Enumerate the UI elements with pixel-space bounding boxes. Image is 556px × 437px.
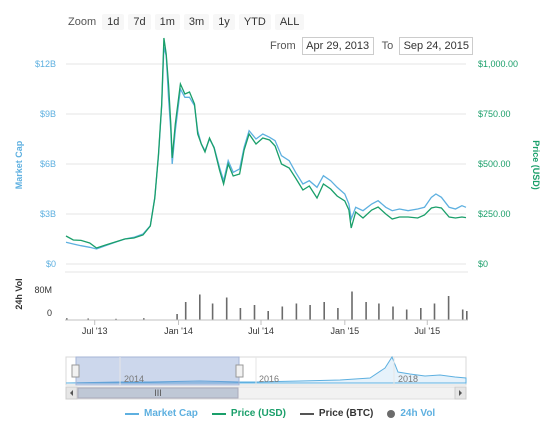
volume-tick-label: 80M bbox=[34, 285, 52, 295]
legend-dot-icon bbox=[387, 409, 396, 418]
zoom-1y-button[interactable]: 1y bbox=[213, 14, 235, 30]
left-tick-label: $0 bbox=[46, 259, 56, 269]
to-label: To bbox=[381, 40, 394, 52]
scrollbar-grip-icon: III bbox=[154, 388, 162, 398]
volume-bar bbox=[466, 311, 468, 320]
navigator-selection[interactable] bbox=[75, 356, 240, 386]
volume-bars bbox=[66, 291, 468, 320]
volume-bar bbox=[365, 302, 367, 320]
left-axis-title: Market Cap bbox=[14, 140, 24, 189]
legend-line-icon bbox=[125, 412, 139, 415]
right-tick-label: $500.00 bbox=[478, 159, 511, 169]
left-axis-ticks: $0 $3B $6B $9B $12B bbox=[35, 59, 56, 269]
price-usd-line bbox=[65, 37, 467, 249]
zoom-ytd-button[interactable]: YTD bbox=[238, 14, 271, 30]
x-tick-label: Jan '14 bbox=[164, 326, 193, 336]
volume-bar bbox=[115, 318, 117, 320]
legend-item-price-usd[interactable]: Price (USD) bbox=[211, 408, 286, 419]
navigator-left-handle[interactable] bbox=[71, 364, 80, 378]
volume-bar bbox=[447, 296, 450, 320]
series-layer bbox=[65, 37, 467, 250]
volume-bar bbox=[405, 309, 408, 320]
left-tick-label: $3B bbox=[40, 209, 56, 219]
legend-label: Price (USD) bbox=[230, 408, 286, 419]
zoom-3m-button[interactable]: 3m bbox=[183, 14, 210, 30]
left-arrow-icon bbox=[70, 390, 73, 396]
legend-label: Market Cap bbox=[144, 408, 198, 419]
from-date-input[interactable]: Apr 29, 2013 bbox=[301, 37, 374, 55]
right-axis-ticks: $0 $250.00 $500.00 $750.00 $1,000.00 bbox=[478, 59, 518, 269]
zoom-1d-button[interactable]: 1d bbox=[102, 14, 125, 30]
x-axis-ticks: Jul '13 Jan '14 Jul '14 Jan '15 Jul '15 bbox=[82, 320, 440, 336]
volume-bar bbox=[66, 318, 68, 320]
x-tick-label: Jul '14 bbox=[248, 326, 274, 336]
navigator-right-handle[interactable] bbox=[235, 364, 244, 378]
legend: Market Cap Price (USD) Price (BTC) 24h V… bbox=[125, 408, 449, 419]
right-tick-label: $750.00 bbox=[478, 109, 511, 119]
volume-bar bbox=[351, 291, 353, 320]
date-range: From Apr 29, 2013 To Sep 24, 2015 bbox=[270, 37, 474, 55]
volume-bar bbox=[143, 318, 145, 320]
volume-bar bbox=[337, 308, 339, 320]
zoom-7d-button[interactable]: 7d bbox=[128, 14, 151, 30]
navigator-label-2018: 2018 bbox=[398, 374, 418, 384]
volume-bar bbox=[309, 305, 311, 320]
volume-bar bbox=[184, 302, 187, 320]
left-tick-label: $9B bbox=[40, 109, 56, 119]
volume-bar bbox=[295, 303, 298, 320]
x-tick-label: Jul '15 bbox=[414, 326, 440, 336]
volume-bar bbox=[199, 294, 201, 320]
right-tick-label: $250.00 bbox=[478, 209, 511, 219]
legend-item-market-cap[interactable]: Market Cap bbox=[125, 408, 198, 419]
volume-bar bbox=[461, 309, 464, 320]
volume-bar bbox=[211, 303, 214, 320]
volume-bar bbox=[176, 314, 178, 320]
left-tick-label: $12B bbox=[35, 59, 56, 69]
volume-bar bbox=[253, 305, 256, 320]
x-tick-label: Jan '15 bbox=[330, 326, 359, 336]
gridlines bbox=[66, 63, 466, 265]
volume-tick-label: 0 bbox=[47, 308, 52, 318]
legend-line-icon bbox=[211, 412, 226, 415]
scrollbar[interactable]: III bbox=[65, 386, 467, 400]
legend-line-icon bbox=[299, 412, 314, 415]
legend-item-24h-vol[interactable]: 24h Vol bbox=[387, 408, 435, 419]
volume-bar bbox=[392, 306, 394, 320]
navigator-label-2016: 2016 bbox=[259, 374, 279, 384]
navigator-series bbox=[65, 355, 467, 384]
zoom-label: Zoom bbox=[68, 16, 97, 28]
volume-bar bbox=[433, 303, 436, 320]
to-date-input[interactable]: Sep 24, 2015 bbox=[399, 37, 474, 55]
volume-axis-title: 24h Vol bbox=[14, 278, 24, 309]
volume-bar bbox=[420, 308, 422, 320]
from-label: From bbox=[270, 40, 296, 52]
volume-bar bbox=[225, 297, 228, 320]
zoom-bar: Zoom 1d 7d 1m 3m 1y YTD ALL bbox=[68, 13, 308, 31]
x-tick-label: Jul '13 bbox=[82, 326, 108, 336]
market-cap-line bbox=[65, 47, 467, 250]
volume-bar bbox=[239, 308, 242, 320]
navigator-label-2014: 2014 bbox=[124, 374, 144, 384]
volume-bar bbox=[323, 302, 325, 320]
left-tick-label: $6B bbox=[40, 159, 56, 169]
zoom-1m-button[interactable]: 1m bbox=[154, 14, 180, 30]
volume-bar bbox=[87, 318, 89, 320]
navigator[interactable]: 2014 2016 2018 bbox=[65, 355, 467, 386]
volume-bar bbox=[267, 311, 269, 320]
right-tick-label: $1,000.00 bbox=[478, 59, 518, 69]
volume-bar bbox=[281, 306, 284, 320]
legend-item-price-btc[interactable]: Price (BTC) bbox=[299, 408, 374, 419]
zoom-all-button[interactable]: ALL bbox=[274, 14, 305, 30]
volume-bar bbox=[378, 303, 380, 320]
right-tick-label: $0 bbox=[478, 259, 488, 269]
right-axis-title: Price (USD) bbox=[531, 140, 541, 190]
legend-label: 24h Vol bbox=[400, 408, 436, 419]
volume-axis-ticks: 0 80M bbox=[34, 285, 52, 318]
legend-label: Price (BTC) bbox=[318, 408, 374, 419]
scrollbar-thumb[interactable] bbox=[77, 387, 239, 399]
right-arrow-icon bbox=[459, 390, 462, 396]
